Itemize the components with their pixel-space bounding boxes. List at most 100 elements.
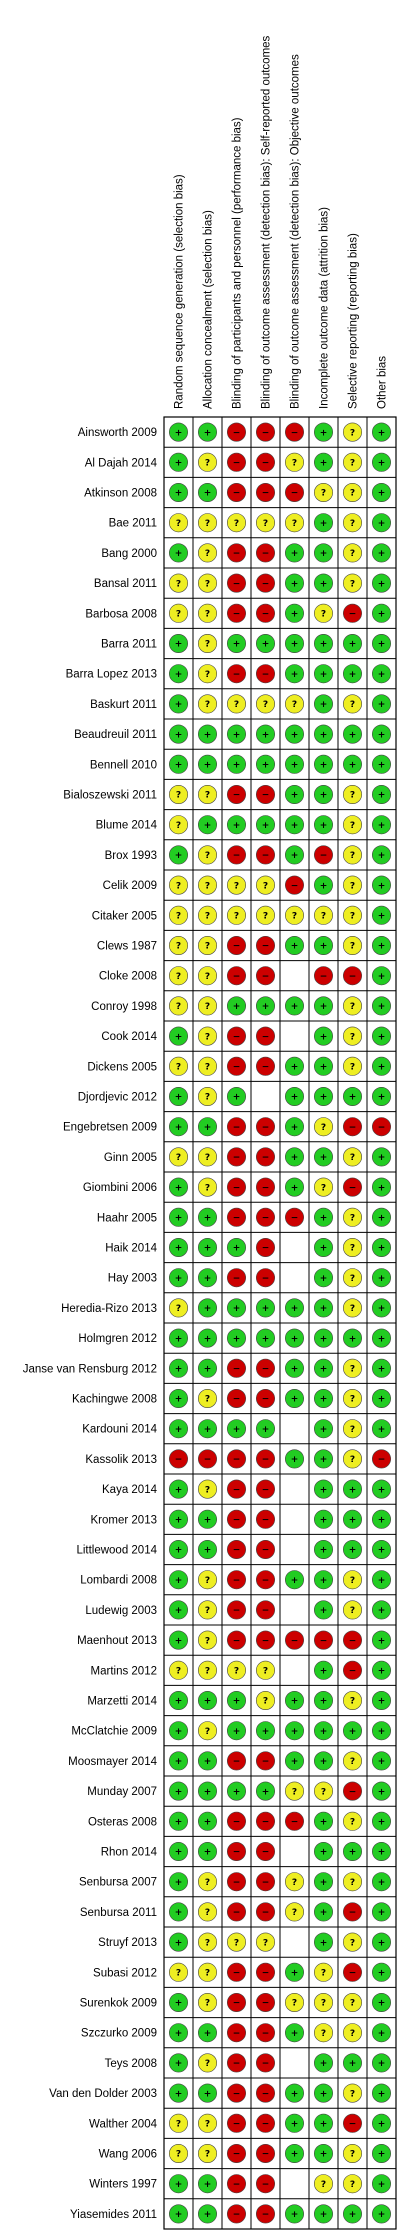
- rating-low-marker: [198, 754, 218, 774]
- rating-low-marker: [169, 1268, 189, 1288]
- rating-high-marker: [255, 1509, 275, 1529]
- rating-symbol: −: [262, 1546, 270, 1556]
- study-label: Littlewood 2014: [76, 1545, 157, 1557]
- rating-unclear-marker: [342, 875, 362, 895]
- rating-low-marker: [371, 1540, 391, 1560]
- rating-symbol: −: [378, 1455, 386, 1465]
- rating-symbol: ?: [205, 1878, 210, 1888]
- study-label: Atkinson 2008: [84, 488, 157, 500]
- rating-unclear-marker: [198, 2113, 218, 2133]
- study-label: Celik 2009: [103, 880, 157, 892]
- rating-symbol: +: [378, 1999, 386, 2009]
- rating-symbol: +: [233, 821, 241, 831]
- rating-low-marker: [371, 1902, 391, 1922]
- rating-symbol: +: [378, 1274, 386, 1284]
- rating-unclear-marker: [284, 1872, 304, 1892]
- rating-low-marker: [198, 422, 218, 442]
- rating-symbol: +: [262, 1334, 270, 1344]
- study-label: Ainsworth 2009: [78, 427, 157, 439]
- rating-unclear-marker: [255, 875, 275, 895]
- rating-symbol: −: [233, 2150, 241, 2160]
- rating-unclear-marker: [198, 2053, 218, 2073]
- rating-symbol: +: [378, 670, 386, 680]
- rating-symbol: +: [320, 730, 328, 740]
- rating-unclear-marker: [198, 1026, 218, 1046]
- rating-unclear-marker: [342, 1993, 362, 2013]
- rating-symbol: +: [378, 1636, 386, 1646]
- rating-symbol: +: [175, 640, 183, 650]
- rating-high-marker: [255, 452, 275, 472]
- rating-low-marker: [198, 1117, 218, 1137]
- rating-low-marker: [313, 1540, 333, 1560]
- rating-low-marker: [313, 1600, 333, 1620]
- rating-high-marker: [198, 1449, 218, 1469]
- rating-low-marker: [313, 1721, 333, 1741]
- rating-low-marker: [198, 2174, 218, 2194]
- rating-unclear-marker: [342, 1691, 362, 1711]
- rating-symbol: ?: [263, 1697, 268, 1707]
- rating-unclear-marker: [342, 2083, 362, 2103]
- rating-symbol: +: [233, 1787, 241, 1797]
- rating-symbol: ?: [321, 2029, 326, 2039]
- rating-symbol: +: [349, 1485, 357, 1495]
- rating-low-marker: [198, 1811, 218, 1831]
- study-label: Dickens 2005: [87, 1061, 157, 1073]
- rating-symbol: −: [262, 1123, 270, 1133]
- rating-symbol: ?: [176, 912, 181, 922]
- rating-low-marker: [371, 2083, 391, 2103]
- rating-unclear-marker: [342, 1419, 362, 1439]
- rating-symbol: +: [349, 730, 357, 740]
- rating-low-marker: [313, 452, 333, 472]
- rating-symbol: ?: [234, 519, 239, 529]
- study-label: Bansal 2011: [94, 578, 157, 590]
- rating-symbol: ?: [263, 881, 268, 891]
- study-label: Ginn 2005: [104, 1152, 157, 1164]
- rating-unclear-marker: [284, 452, 304, 472]
- rating-symbol: +: [320, 791, 328, 801]
- rating-symbol: −: [233, 1606, 241, 1616]
- rating-low-marker: [371, 1932, 391, 1952]
- rating-unclear-marker: [169, 815, 189, 835]
- rating-symbol: ?: [205, 549, 210, 559]
- rating-unclear-marker: [313, 2174, 333, 2194]
- rating-symbol: −: [233, 489, 241, 499]
- rating-unclear-marker: [284, 1993, 304, 2013]
- rating-unclear-marker: [255, 694, 275, 714]
- rating-symbol: +: [204, 1516, 212, 1526]
- rating-symbol: +: [291, 791, 299, 801]
- rating-unclear-marker: [227, 1932, 247, 1952]
- rating-symbol: −: [262, 428, 270, 438]
- rating-symbol: +: [378, 881, 386, 891]
- rating-low-marker: [169, 2174, 189, 2194]
- rating-symbol: ?: [205, 851, 210, 861]
- rating-symbol: −: [233, 670, 241, 680]
- rating-high-marker: [227, 1389, 247, 1409]
- rating-symbol: +: [233, 761, 241, 771]
- rating-symbol: ?: [234, 881, 239, 891]
- rating-symbol: −: [233, 579, 241, 589]
- rating-unclear-marker: [198, 2144, 218, 2164]
- rating-low-marker: [313, 573, 333, 593]
- rating-symbol: +: [320, 1848, 328, 1858]
- rating-symbol: ?: [205, 1938, 210, 1948]
- rating-unclear-marker: [169, 935, 189, 955]
- rating-symbol: −: [175, 1455, 183, 1465]
- rating-low-marker: [284, 2023, 304, 2043]
- study-label: Kaya 2014: [102, 1484, 158, 1496]
- rating-symbol: +: [320, 1093, 328, 1103]
- rating-unclear-marker: [313, 1781, 333, 1801]
- rating-unclear-marker: [342, 1298, 362, 1318]
- rating-low-marker: [313, 1691, 333, 1711]
- rating-low-marker: [342, 664, 362, 684]
- rating-high-marker: [255, 664, 275, 684]
- rating-symbol: +: [378, 2180, 386, 2190]
- rating-low-marker: [342, 1479, 362, 1499]
- rating-symbol: +: [320, 1395, 328, 1405]
- study-label: Van den Dolder 2003: [49, 2088, 157, 2100]
- rating-low-marker: [371, 633, 391, 653]
- study-label: Martins 2012: [91, 1665, 157, 1677]
- rating-unclear-marker: [313, 2023, 333, 2043]
- rating-symbol: +: [378, 1153, 386, 1163]
- rating-symbol: −: [233, 549, 241, 559]
- rating-symbol: ?: [350, 1032, 355, 1042]
